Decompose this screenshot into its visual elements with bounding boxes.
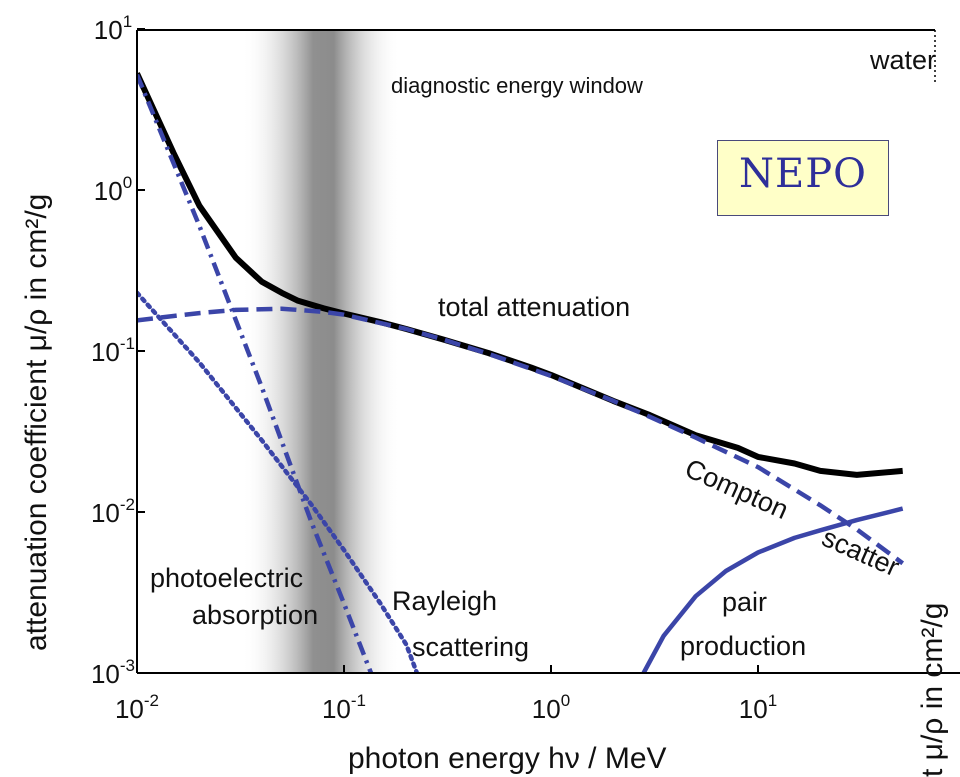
nepo-logo: NEPO [717, 140, 889, 216]
label-rayleigh-1: Rayleigh [392, 586, 497, 616]
y-tick-label: 10-3 [91, 656, 135, 689]
x-tick-label: 10-2 [115, 691, 159, 724]
label-absorption: absorption [192, 600, 318, 630]
material-label: water [869, 45, 936, 75]
series-line-compton [137, 306, 905, 566]
y-tick-label: 10-2 [91, 495, 135, 528]
series-line-rayleigh [137, 290, 420, 673]
window-label: diagnostic energy window [391, 73, 643, 98]
x-axis-label: photon energy hν / MeV [348, 742, 667, 775]
y-axis-label: attenuation coefficient μ/ρ in cm²/g [20, 194, 53, 651]
y-axis-label-cut: t μ/ρ in cm²/g [916, 603, 949, 777]
curves-group [137, 72, 905, 673]
x-tick-label: 101 [739, 691, 777, 724]
nepo-logo-text: NEPO [739, 151, 867, 197]
label-total-attenuation: total attenuation [438, 292, 630, 322]
y-tick-label: 100 [94, 173, 132, 206]
series-line-pair [641, 506, 904, 673]
y-tick-label: 10-1 [91, 334, 135, 367]
x-tick-label: 10-1 [322, 691, 366, 724]
diagnostic-energy-band [241, 30, 401, 673]
series-line-total [137, 72, 903, 478]
label-pair-1: pair [722, 587, 767, 617]
label-pair-2: production [680, 631, 806, 661]
x-tick-label: 100 [532, 691, 570, 724]
label-photoelectric: photoelectric [150, 563, 303, 593]
series-line-photoelectric [137, 73, 374, 673]
y-tick-label: 101 [94, 12, 132, 45]
label-rayleigh-2: scattering [412, 632, 529, 662]
label-compton-1: Compton [681, 453, 793, 525]
